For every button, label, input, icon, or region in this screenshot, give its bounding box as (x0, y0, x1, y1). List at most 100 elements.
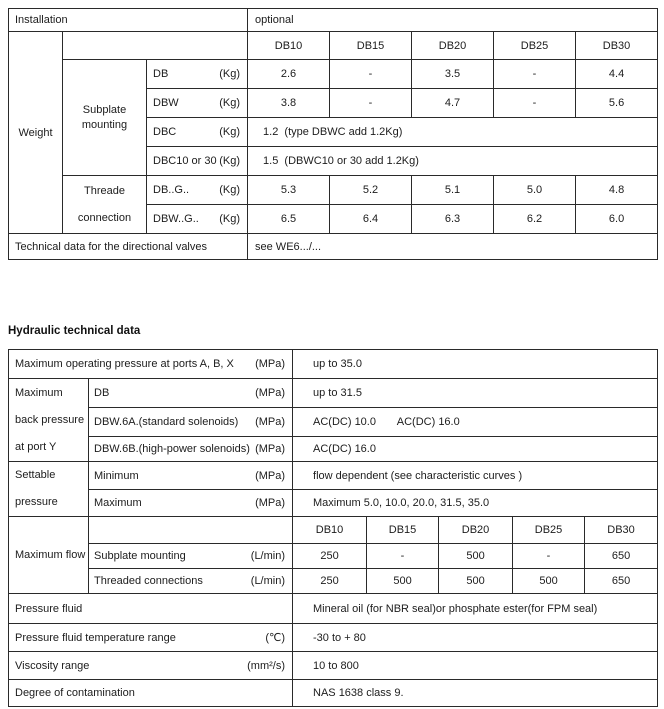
row-label: Threaded connections (94, 575, 203, 587)
row-label: Pressure fluid temperature range (15, 631, 176, 644)
row-label: Viscosity range (15, 659, 90, 672)
row-label-cell: DB (MPa) (87, 378, 294, 408)
row-label-cell: Threaded connections (L/min) (87, 568, 294, 594)
unit-label: (MPa) (255, 443, 286, 455)
table-row: Maximum flow DB10 DB15 DB20 DB25 DB30 (8, 516, 659, 594)
row-label: DB (94, 387, 110, 399)
value-cell: - (493, 88, 577, 118)
table-row: DBW (Kg) 3.8 - 4.7 - 5.6 (9, 88, 659, 118)
unit-label: (MPa) (255, 358, 286, 370)
value-cell: 2.6 (247, 59, 331, 89)
unit-label: (Kg) (219, 68, 241, 80)
installation-label: Installation (7, 8, 249, 32)
row-label: DBC10 or 30 (153, 155, 217, 167)
group-label-back-pressure: Maximum back pressure at port Y (8, 378, 89, 462)
row-label-cell: DBW..G.. (Kg) (145, 204, 249, 234)
row-label-cell: Maximum (MPa) (87, 489, 294, 517)
row-label: Maximum operating pressure at ports A, B… (15, 358, 234, 370)
installation-value: optional (247, 8, 659, 32)
unit-label: (Kg) (219, 97, 241, 109)
value-span-cell: 10 to 800 (292, 651, 659, 680)
table-row: Maximum (MPa) Maximum 5.0, 10.0, 20.0, 3… (9, 489, 659, 517)
section-heading: Hydraulic technical data (8, 325, 141, 337)
table-row: Threaded connections (L/min) 250 500 500… (9, 568, 659, 594)
value-cell: 6.0 (575, 204, 659, 234)
empty-cell (87, 516, 294, 544)
row-label-cell: Subplate mounting (L/min) (87, 543, 294, 569)
unit-label: (L/min) (250, 550, 286, 562)
row-label: Maximum (94, 497, 142, 509)
col-header: DB15 (366, 516, 440, 544)
value-cell: 500 (438, 568, 514, 594)
unit-label: (Kg) (219, 126, 241, 138)
value-cell: 250 (292, 568, 368, 594)
value-cell: - (329, 59, 413, 89)
row-label: Degree of contamination (15, 687, 135, 699)
row-label: DBW..G.. (153, 213, 199, 225)
unit-label: (MPa) (255, 469, 286, 482)
table-row: Weight DB10 DB15 DB20 DB25 DB30 (8, 31, 659, 234)
row-label-cell: DB..G.. (Kg) (145, 175, 249, 205)
col-header: DB25 (512, 516, 586, 544)
col-header: DB30 (575, 31, 659, 60)
value-span-cell: flow dependent (see characteristic curve… (292, 461, 659, 490)
col-header: DB30 (584, 516, 659, 544)
row-label: DB..G.. (153, 184, 190, 196)
unit-label: (MPa) (255, 387, 286, 399)
value-cell: - (329, 88, 413, 118)
value-cell: 500 (438, 543, 514, 569)
group-label-flow: Maximum flow (8, 516, 89, 594)
col-header: DB20 (438, 516, 514, 544)
table-row: DBC10 or 30 (Kg) 1.5 (DBWC10 or 30 add 1… (9, 146, 659, 176)
row-label-cell: DBW.6A.(standard solenoids) (MPa) (87, 407, 294, 437)
row-label-cell: Maximum operating pressure at ports A, B… (7, 349, 294, 379)
value-span-cell: -30 to + 80 (292, 623, 659, 652)
empty-cell (61, 31, 249, 60)
unit-label: (mm²/s) (247, 659, 286, 672)
table-row: Viscosity range (mm²/s) 10 to 800 (7, 651, 659, 680)
group-label-settable: Settable pressure (8, 461, 89, 517)
value-cell: 5.0 (493, 175, 577, 205)
table-row: Maximum back pressure at port Y DB (MPa)… (8, 378, 659, 462)
value-cell: 5.2 (329, 175, 413, 205)
row-label: DBW.6B.(high-power solenoids) (94, 443, 250, 455)
value-cell: 4.8 (575, 175, 659, 205)
value-cell: 5.6 (575, 88, 659, 118)
col-header: DB15 (329, 31, 413, 60)
value-cell: 6.5 (247, 204, 331, 234)
table-row: Maximum operating pressure at ports A, B… (7, 349, 659, 379)
unit-label: (Kg) (219, 155, 241, 167)
value-cell: 6.4 (329, 204, 413, 234)
table-row: Degree of contamination NAS 1638 class 9… (7, 679, 659, 707)
value-cell: 3.8 (247, 88, 331, 118)
col-header: DB20 (411, 31, 495, 60)
value-span-cell: NAS 1638 class 9. (292, 679, 659, 707)
row-label: DBW.6A.(standard solenoids) (94, 416, 239, 428)
value-span-cell: AC(DC) 16.0 (292, 436, 659, 462)
table-row: Subplate mounting (L/min) 250 - 500 - 65… (9, 543, 659, 569)
col-header: DB25 (493, 31, 577, 60)
value-cell: 5.3 (247, 175, 331, 205)
value-cell: 5.1 (411, 175, 495, 205)
value-cell: 650 (584, 568, 659, 594)
table-row: Installation optional (7, 8, 659, 32)
value-cell: - (493, 59, 577, 89)
table-row: DBW.6A.(standard solenoids) (MPa) AC(DC)… (9, 407, 659, 437)
unit-label: (MPa) (255, 416, 286, 428)
unit-label: (Kg) (219, 184, 241, 196)
table-row: Threade connection DB..G.. (Kg) 5.3 5.2 … (9, 175, 659, 234)
row-label-cell: DBW (Kg) (145, 88, 249, 118)
unit-label: (℃) (265, 632, 286, 644)
row-label: Minimum (94, 469, 139, 482)
installation-weight-table: Installation optional Weight DB10 DB15 D… (7, 8, 659, 260)
value-span-cell: Mineral oil (for NBR seal)or phosphate e… (292, 593, 659, 624)
table-row: Subplate mounting DB (Kg) 2.6 - 3.5 - 4.… (9, 59, 659, 176)
value-cell: 500 (512, 568, 586, 594)
value-cell: 6.2 (493, 204, 577, 234)
value-span-cell: 1.5 (DBWC10 or 30 add 1.2Kg) (247, 146, 659, 176)
unit-label: (L/min) (250, 575, 286, 587)
footer-value: see WE6.../... (247, 233, 659, 260)
value-cell: 250 (292, 543, 368, 569)
value-cell: 650 (584, 543, 659, 569)
